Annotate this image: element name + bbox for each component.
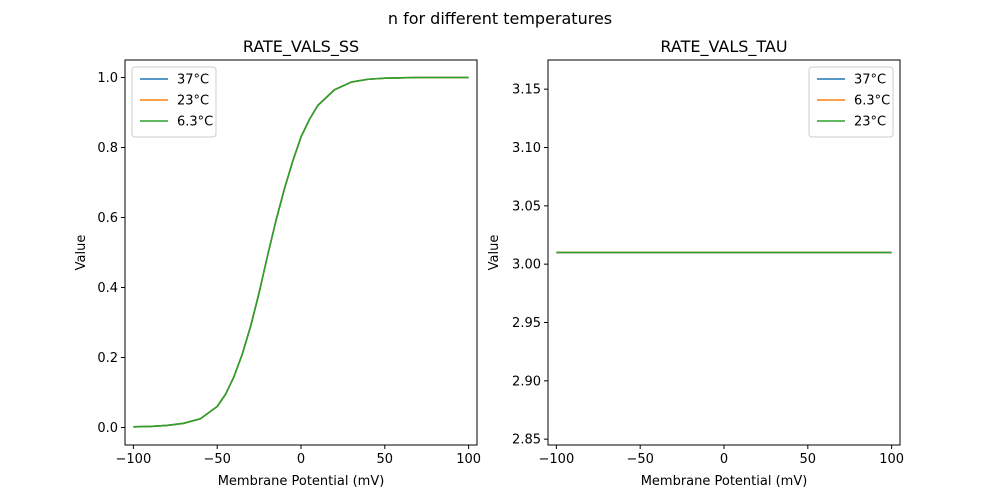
x-axis-label: Membrane Potential (mV)	[218, 474, 385, 489]
x-tick-label: 0	[720, 452, 728, 467]
y-tick-label: 3.15	[512, 83, 541, 98]
legend: 37°C 23°C 6.3°C	[131, 66, 217, 138]
x-axis-label: Membrane Potential (mV)	[641, 474, 808, 489]
y-tick-label: 0.2	[97, 351, 118, 366]
x-tick-label: 50	[377, 452, 394, 467]
chart-panel-0: RATE_VALS_SS −100 −50 0 50 100 0.0 0.2 0.4 0.6 0.8…	[74, 37, 481, 489]
axes-frame	[547, 59, 901, 446]
legend-entry: 23°C	[177, 94, 209, 109]
y-tick-label: 2.95	[512, 316, 541, 331]
x-tick-label: −100	[116, 452, 152, 467]
legend-entry: 6.3°C	[177, 115, 213, 130]
legend-entry: 23°C	[854, 115, 886, 130]
axes-frame	[124, 59, 478, 446]
x-tick-label: −100	[539, 452, 575, 467]
legend-box	[131, 66, 217, 138]
figure-suptitle: n for different temperatures	[388, 9, 612, 28]
y-tick-label: 0.6	[97, 211, 118, 226]
chart-title: RATE_VALS_TAU	[660, 37, 787, 57]
legend: 37°C 6.3°C 23°C	[808, 66, 894, 138]
legend-entry: 37°C	[177, 73, 209, 88]
y-tick-label: 0.8	[97, 141, 118, 156]
legend-entry: 37°C	[854, 73, 886, 88]
legend-box	[808, 66, 894, 138]
x-tick-label: 100	[456, 452, 481, 467]
legend-entry: 6.3°C	[854, 94, 890, 109]
y-tick-label: 0.0	[97, 421, 118, 436]
y-axis-label: Value	[487, 235, 502, 271]
y-tick-label: 0.4	[97, 281, 118, 296]
chart-panel-1: RATE_VALS_TAU −100 −50 0 50 100 2.85 2.90 2.95 3.…	[487, 37, 904, 489]
panels: RATE_VALS_SS −100 −50 0 50 100 0.0 0.2 0.4 0.6 0.8…	[74, 37, 904, 489]
chart-title: RATE_VALS_SS	[243, 37, 359, 57]
y-tick-label: 2.85	[512, 433, 541, 448]
y-tick-label: 3.05	[512, 199, 541, 214]
y-tick-label: 3.10	[512, 141, 541, 156]
x-tick-label: −50	[203, 452, 230, 467]
x-tick-label: 100	[879, 452, 904, 467]
x-tick-label: 50	[800, 452, 817, 467]
y-tick-label: 1.0	[97, 71, 118, 86]
y-axis-label: Value	[74, 235, 89, 271]
x-tick-label: −50	[626, 452, 653, 467]
series-line-2	[133, 76, 469, 428]
x-tick-label: 0	[297, 452, 305, 467]
y-tick-label: 2.90	[512, 374, 541, 389]
y-tick-label: 3.00	[512, 258, 541, 273]
